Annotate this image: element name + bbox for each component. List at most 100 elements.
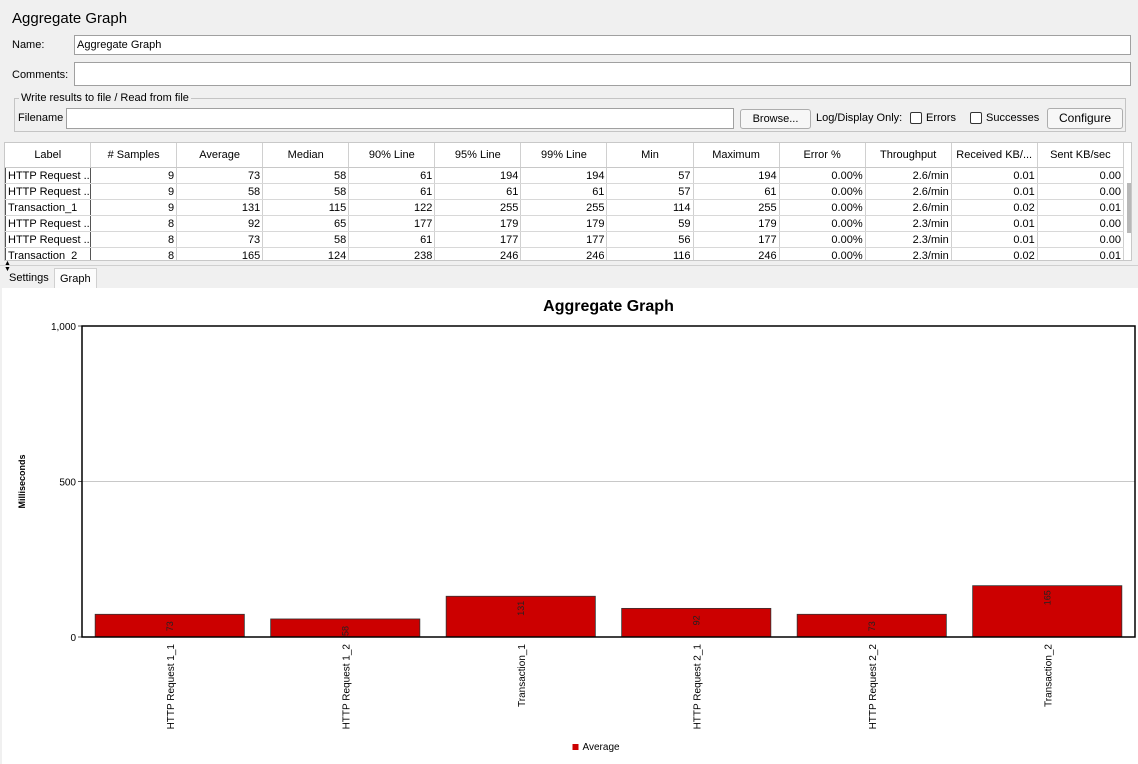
table-cell: 2.3/min — [865, 231, 952, 248]
category-label: HTTP Request 2_1 — [692, 644, 703, 730]
row-label-cell: HTTP Request ... — [5, 167, 92, 184]
table-cell: 179 — [520, 215, 608, 232]
column-header-throughput[interactable]: Throughput — [865, 143, 952, 168]
aggregate-chart: Aggregate Graph 0 500 1,000 Milliseconds 73 HT… — [17, 298, 1136, 753]
tab-settings[interactable]: Settings — [9, 272, 49, 284]
column-header-90-line[interactable]: 90% Line — [348, 143, 436, 168]
table-cell: 58 — [262, 167, 350, 184]
table-cell: 8 — [90, 247, 178, 260]
bar-value-label: 165 — [1042, 590, 1052, 605]
table-cell: 177 — [693, 231, 780, 248]
table-row[interactable]: Transaction_2 8 165 124 238 246 246 116 246 0.00%… — [5, 247, 1125, 260]
table-cell: 0.00% — [779, 215, 866, 232]
table-cell: 177 — [348, 215, 436, 232]
column-header-sent-kb[interactable]: Sent KB/sec — [1037, 143, 1125, 168]
table-cell: 0.02 — [951, 199, 1038, 216]
table-cell: 115 — [262, 199, 350, 216]
file-group: Write results to file / Read from file — [14, 92, 1126, 132]
table-cell: 0.00% — [779, 183, 866, 200]
table-cell: 57 — [606, 167, 694, 184]
table-cell: 8 — [90, 231, 178, 248]
table-cell: 246 — [434, 247, 522, 260]
y-tick-label: 500 — [59, 478, 76, 489]
comments-field[interactable] — [74, 62, 1131, 86]
table-cell: 177 — [520, 231, 608, 248]
table-cell: 92 — [176, 215, 264, 232]
table-cell: 58 — [176, 183, 264, 200]
table-cell: 61 — [520, 183, 608, 200]
table-cell: 61 — [348, 183, 436, 200]
comments-label: Comments: — [12, 69, 69, 81]
file-group-legend: Write results to file / Read from file — [21, 92, 189, 104]
y-tick-label: 0 — [70, 633, 76, 644]
table-cell: 9 — [90, 183, 178, 200]
table-scrollbar[interactable] — [1127, 183, 1131, 233]
table-cell: 0.01 — [951, 183, 1038, 200]
errors-label: Errors — [926, 112, 956, 124]
configure-button[interactable]: Configure — [1047, 108, 1123, 129]
column-header-average[interactable]: Average — [176, 143, 264, 168]
table-cell: 165 — [176, 247, 264, 260]
table-row[interactable]: HTTP Request ... 9 73 58 61 194 194 57 194 0.00% 2… — [5, 167, 1125, 184]
table-cell: 0.00 — [1037, 167, 1125, 184]
bar — [621, 607, 772, 638]
name-label: Name: — [12, 39, 45, 51]
column-header-min[interactable]: Min — [606, 143, 694, 168]
table-cell: 2.3/min — [865, 247, 952, 260]
column-header-received-kb[interactable]: Received KB/... — [951, 143, 1038, 168]
table-header-row: Label # Samples Average Median 90% Line … — [5, 143, 1125, 168]
browse-button[interactable]: Browse... — [740, 109, 811, 129]
table-cell: 2.6/min — [865, 183, 952, 200]
row-label-cell: HTTP Request ... — [5, 215, 92, 232]
table-cell: 131 — [176, 199, 264, 216]
category-label: Transaction_2 — [1043, 644, 1054, 707]
table-cell: 194 — [434, 167, 522, 184]
filename-label: Filename — [18, 112, 64, 124]
tab-graph[interactable]: Graph — [54, 268, 97, 288]
row-label-cell: Transaction_1 — [5, 199, 92, 216]
table-cell: 0.01 — [1037, 199, 1125, 216]
table-cell: 0.00% — [779, 247, 866, 260]
table-row[interactable]: Transaction_1 9 131 115 122 255 255 114 255 0.00%… — [5, 199, 1125, 216]
column-header-95-line[interactable]: 95% Line — [434, 143, 522, 168]
table-cell: 255 — [693, 199, 780, 216]
table-cell: 255 — [520, 199, 608, 216]
category-label: Transaction_1 — [517, 644, 528, 707]
table-row[interactable]: HTTP Request ... 8 92 65 177 179 179 59 179 0.00%… — [5, 215, 1125, 232]
category-label: HTTP Request 1_2 — [341, 644, 352, 730]
table-cell: 246 — [693, 247, 780, 260]
table-row[interactable]: HTTP Request ... 9 58 58 61 61 61 57 61 0.00% 2.6/… — [5, 183, 1125, 200]
row-label-cell: HTTP Request ... — [5, 231, 92, 248]
graph-panel: Aggregate Graph 0 500 1,000 Milliseconds 73 HT… — [2, 288, 1138, 764]
table-cell: 58 — [262, 231, 350, 248]
table-cell: 9 — [90, 167, 178, 184]
category-label: HTTP Request 2_2 — [868, 644, 879, 730]
errors-checkbox[interactable] — [910, 112, 922, 124]
table-cell: 0.00% — [779, 167, 866, 184]
splitter[interactable] — [0, 265, 1138, 266]
table-cell: 0.00% — [779, 199, 866, 216]
split-arrows-icon[interactable]: ▲ ▼ — [4, 260, 11, 273]
table-cell: 2.6/min — [865, 199, 952, 216]
filename-input[interactable] — [66, 108, 734, 129]
table-cell: 61 — [348, 231, 436, 248]
bar — [972, 585, 1123, 638]
table-cell: 124 — [262, 247, 350, 260]
table-row[interactable]: HTTP Request ... 8 73 58 61 177 177 56 177 0.00% 2… — [5, 231, 1125, 248]
successes-checkbox[interactable] — [970, 112, 982, 124]
table-cell: 194 — [693, 167, 780, 184]
column-header-label[interactable]: Label — [5, 143, 92, 168]
column-header-error-pct[interactable]: Error % — [779, 143, 866, 168]
table-cell: 56 — [606, 231, 694, 248]
column-header-maximum[interactable]: Maximum — [693, 143, 780, 168]
plot-border — [81, 325, 1136, 638]
table-cell: 2.3/min — [865, 215, 952, 232]
column-header-median[interactable]: Median — [262, 143, 350, 168]
name-field[interactable]: Aggregate Graph — [74, 35, 1131, 55]
table-cell: 0.00 — [1037, 215, 1125, 232]
column-header-99-line[interactable]: 99% Line — [520, 143, 608, 168]
y-tick-label: 1,000 — [51, 322, 76, 333]
table-cell: 57 — [606, 183, 694, 200]
successes-label: Successes — [986, 112, 1040, 124]
column-header-samples[interactable]: # Samples — [90, 143, 178, 168]
